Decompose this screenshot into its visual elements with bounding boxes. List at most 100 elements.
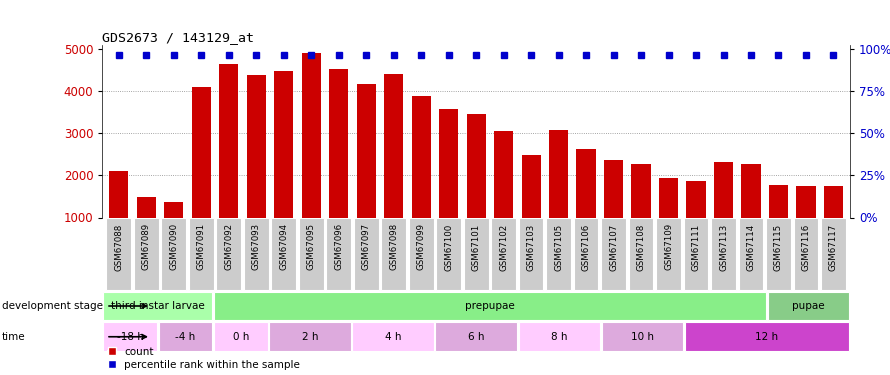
Text: GSM67106: GSM67106	[581, 224, 591, 271]
Bar	[464, 218, 489, 290]
Bar	[768, 291, 849, 321]
Bar	[684, 218, 708, 290]
Bar	[247, 75, 266, 217]
Bar	[741, 165, 761, 218]
Bar	[384, 74, 403, 217]
Text: development stage: development stage	[2, 301, 102, 311]
Text: GSM67099: GSM67099	[417, 224, 425, 270]
Bar	[103, 291, 213, 321]
Bar	[628, 218, 653, 290]
Text: GSM67102: GSM67102	[499, 224, 508, 271]
Text: GSM67096: GSM67096	[335, 224, 344, 270]
Text: GSM67090: GSM67090	[169, 224, 178, 270]
Text: pupae: pupae	[792, 301, 825, 311]
Text: GSM67107: GSM67107	[609, 224, 618, 271]
Bar	[466, 114, 486, 218]
Text: -4 h: -4 h	[175, 332, 196, 342]
Bar	[602, 322, 683, 351]
Text: GSM67105: GSM67105	[554, 224, 563, 271]
Bar	[519, 218, 544, 290]
Bar	[270, 322, 351, 351]
Text: GSM67094: GSM67094	[279, 224, 288, 270]
Bar	[219, 64, 239, 217]
Bar	[137, 197, 156, 217]
Text: 12 h: 12 h	[756, 332, 779, 342]
Text: GSM67114: GSM67114	[747, 224, 756, 271]
Bar	[411, 96, 431, 218]
Bar	[436, 218, 461, 290]
Text: prepupae: prepupae	[465, 301, 515, 311]
Text: time: time	[2, 332, 26, 342]
Bar	[191, 87, 211, 218]
Bar	[656, 218, 681, 290]
Bar	[494, 131, 514, 218]
Bar	[352, 322, 433, 351]
Bar	[821, 218, 846, 290]
Bar	[302, 53, 321, 217]
Bar	[381, 218, 406, 290]
Text: GSM67103: GSM67103	[527, 224, 536, 271]
Text: GSM67113: GSM67113	[719, 224, 728, 271]
Bar	[134, 218, 158, 290]
Bar	[299, 218, 324, 290]
Bar	[107, 218, 131, 290]
Text: GSM67088: GSM67088	[114, 224, 124, 271]
Text: GSM67117: GSM67117	[829, 224, 838, 271]
Text: GSM67111: GSM67111	[692, 224, 700, 271]
Bar	[519, 322, 600, 351]
Bar	[109, 171, 128, 217]
Bar	[189, 218, 214, 290]
Bar	[577, 148, 595, 217]
Text: 2 h: 2 h	[302, 332, 319, 342]
Text: -18 h: -18 h	[117, 332, 143, 342]
Text: GSM67089: GSM67089	[142, 224, 150, 270]
Bar	[435, 322, 517, 351]
Bar	[659, 178, 678, 218]
Bar	[161, 218, 186, 290]
Bar	[327, 218, 351, 290]
Text: GSM67092: GSM67092	[224, 224, 233, 270]
Text: 4 h: 4 h	[384, 332, 401, 342]
Text: GSM67093: GSM67093	[252, 224, 261, 270]
Text: GSM67108: GSM67108	[636, 224, 645, 271]
Bar	[439, 109, 458, 217]
Bar	[684, 322, 849, 351]
Bar	[354, 218, 378, 290]
Bar	[604, 160, 623, 218]
Bar	[244, 218, 269, 290]
Text: 10 h: 10 h	[631, 332, 654, 342]
Text: GSM67097: GSM67097	[361, 224, 371, 270]
Bar	[409, 218, 433, 290]
Text: GSM67091: GSM67091	[197, 224, 206, 270]
Legend: count, percentile rank within the sample: count, percentile rank within the sample	[108, 346, 300, 370]
Text: GSM67109: GSM67109	[664, 224, 673, 270]
Bar	[631, 164, 651, 218]
Bar	[686, 181, 706, 218]
Bar	[158, 322, 213, 351]
Text: GSM67101: GSM67101	[472, 224, 481, 271]
Bar	[522, 155, 541, 218]
Bar	[714, 162, 733, 218]
Bar	[357, 84, 376, 218]
Text: GSM67116: GSM67116	[802, 224, 811, 271]
Bar	[824, 186, 843, 218]
Text: third instar larvae: third instar larvae	[111, 301, 205, 311]
Bar	[491, 218, 516, 290]
Bar	[574, 218, 598, 290]
Text: GSM67115: GSM67115	[774, 224, 783, 271]
Bar	[739, 218, 764, 290]
Bar	[602, 218, 626, 290]
Bar	[164, 201, 183, 217]
Bar	[329, 69, 348, 218]
Text: GSM67100: GSM67100	[444, 224, 453, 271]
Bar	[549, 130, 568, 218]
Bar	[546, 218, 571, 290]
Bar	[797, 186, 815, 218]
Bar	[769, 184, 789, 218]
Text: GSM67098: GSM67098	[389, 224, 398, 270]
Text: GDS2673 / 143129_at: GDS2673 / 143129_at	[102, 31, 255, 44]
Bar	[794, 218, 818, 290]
Text: 8 h: 8 h	[551, 332, 568, 342]
Text: GSM67095: GSM67095	[307, 224, 316, 270]
Bar	[271, 218, 296, 290]
